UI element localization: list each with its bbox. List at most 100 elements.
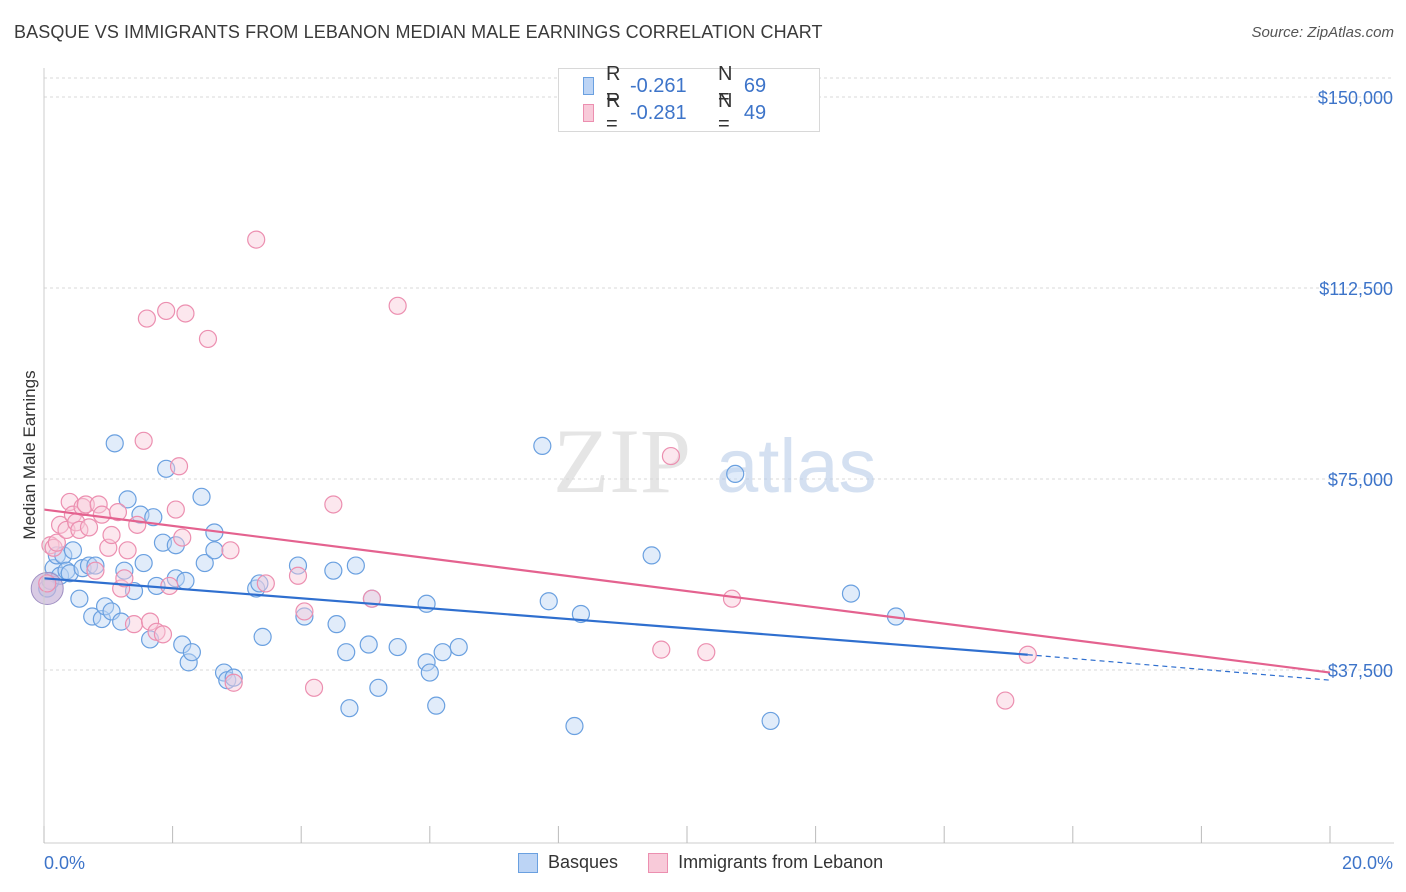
basques-point [340,699,359,718]
lebanon-point [324,495,343,514]
stats-legend: R = -0.261 N = 69 R = -0.281 N = 49 [558,63,820,135]
basques-point [449,637,468,657]
legend-label-lebanon: Immigrants from Lebanon [678,852,884,872]
legend-swatch-lebanon [648,852,669,873]
basques-point [337,643,356,662]
lebanon-point [86,561,105,580]
lebanon-point [115,569,134,588]
lebanon-point [108,503,128,522]
lebanon-point [224,673,243,692]
lebanon-point [661,446,681,466]
legend-r-label: R = [606,90,621,135]
gridlines [44,77,1394,671]
y-tick-label: $37,500 [1328,661,1393,681]
basques-point [176,571,195,590]
basques-point [118,490,137,509]
basques-point [105,434,124,453]
x-tick-label-max: 20.0% [1342,853,1393,873]
legend-swatch-basques [518,852,538,873]
lebanon-point [89,495,108,514]
lebanon-point [722,589,742,608]
lebanon-point [157,301,176,321]
basques-point [205,541,224,560]
legend-item-lebanon[interactable]: Immigrants from Lebanon [648,852,883,873]
legend-r-value-lebanon: -0.281 [629,101,687,124]
lebanon-point [256,574,275,593]
basques-point [195,553,214,573]
chart-title: BASQUE VS IMMIGRANTS FROM LEBANON MEDIAN… [14,22,823,42]
basques-point [761,711,780,731]
y-tick-label: $75,000 [1328,470,1393,490]
trend-lines [43,508,1331,681]
lebanon-trend-line [43,508,1331,674]
lebanon-point [79,518,99,537]
basques-point [250,574,269,593]
lebanon-point [652,640,671,659]
basques-point [346,556,365,575]
lebanon-point [57,520,76,540]
lebanon-point [76,495,95,514]
lebanon-point [295,602,314,621]
basques-point [173,635,192,654]
legend-row-basques: R = -0.261 N = 69 [583,63,820,108]
legend-row-lebanon: R = -0.281 N = 49 [583,90,820,135]
basques-point [417,594,436,613]
basques-point [134,553,153,573]
lebanon-point [304,678,324,697]
lebanon-point [173,528,192,547]
source-label: Source: ZipAtlas.com [1251,24,1394,41]
basques-point [533,436,552,455]
series-lebanon [38,230,1037,710]
basques-point [63,541,83,560]
lebanon-point [124,615,144,634]
watermark-zip: ZIP [553,410,691,512]
legend-n-label: N = [717,90,733,135]
lebanon-point [169,457,189,476]
basques-point [144,508,163,527]
basques-point [324,561,343,580]
basques-point [417,653,436,672]
legend-n-value-lebanon: 49 [743,101,767,124]
lebanon-point [176,304,195,323]
basques-point [642,546,661,565]
lebanon-point [92,505,111,524]
basques-point [327,615,346,634]
lebanon-point [388,296,407,315]
legend-r-value-basques: -0.261 [629,74,687,97]
basques-point [182,643,201,662]
lebanon-point [38,574,57,593]
basques-point [253,627,272,646]
basques-point [571,604,591,624]
basques-point [179,653,198,672]
legend-swatch-lebanon [583,104,595,122]
legend-label-basques: Basques [548,852,619,872]
basques-trend-extension [1027,654,1331,681]
basques-point [433,643,452,662]
basques-point [247,579,266,598]
basques-point [288,556,308,575]
lebanon-point [996,691,1015,710]
lebanon-point [697,643,716,662]
basques-point [369,678,388,697]
watermark-atlas: atlas [716,424,877,509]
legend-item-basques[interactable]: Basques [518,852,618,873]
basques-point [841,584,861,603]
axes: $37,500 $75,000 $112,500 $150,000 0.0% 20.0% [43,68,1394,873]
basques-trend-line [43,577,1028,656]
basques-point [295,607,314,626]
basques-point [86,556,105,575]
basques-point [539,592,558,611]
lebanon-point [134,431,153,450]
y-tick-label: $150,000 [1318,88,1393,108]
legend-r-label: R = [606,63,621,108]
legend-n-value-basques: 69 [743,74,767,97]
basques-point [427,696,446,715]
basques-point [166,536,185,555]
lebanon-point [198,329,218,349]
basques-point [726,464,745,484]
lebanon-point [221,541,240,560]
series-legend: Basques Immigrants from Lebanon [518,852,913,873]
basques-point [115,561,134,580]
basques-point [70,589,89,608]
